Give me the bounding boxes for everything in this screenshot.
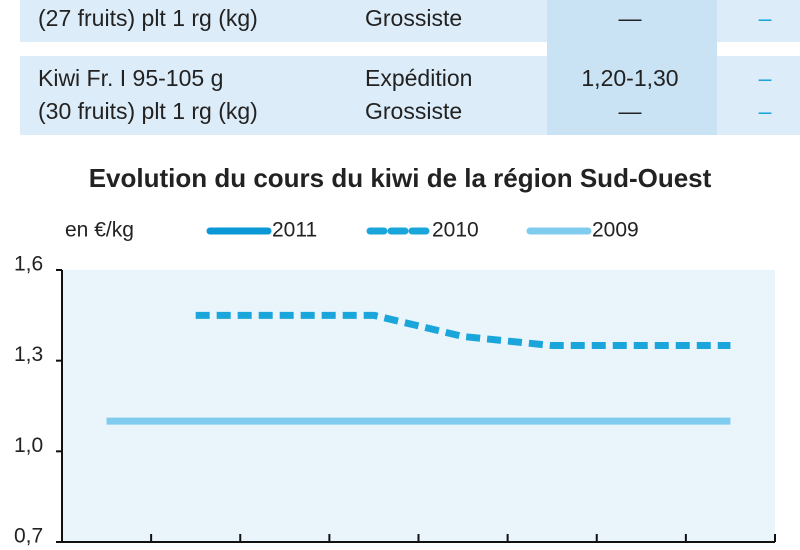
table-cell: Grossiste	[365, 5, 462, 31]
y-tick-label: 1,6	[14, 253, 43, 276]
plot-area	[62, 270, 775, 542]
y-tick-label: 1,3	[14, 343, 43, 366]
y-tick-label: 0,7	[14, 525, 43, 548]
table-cell: –	[759, 5, 772, 31]
table-cell: –	[759, 98, 772, 124]
chart-title: Evolution du cours du kiwi de la région …	[89, 163, 712, 193]
legend-label: 2009	[592, 219, 639, 242]
series-line	[195, 311, 731, 350]
table-cell: Expédition	[365, 65, 472, 91]
legend-label: 2010	[432, 219, 479, 242]
table-cell: 1,20-1,30	[581, 65, 678, 91]
table-cell: —	[619, 5, 642, 31]
legend-label: 2011	[272, 219, 317, 242]
y-axis-label: en €/kg	[65, 219, 134, 242]
y-tick-label: 1,0	[14, 434, 43, 457]
table-cell: (27 fruits) plt 1 rg (kg)	[38, 5, 258, 31]
table-cell: Kiwi Fr. I 95-105 g	[38, 65, 223, 91]
table-cell: –	[759, 65, 772, 91]
table-cell: (30 fruits) plt 1 rg (kg)	[38, 98, 258, 124]
table-cell: Grossiste	[365, 98, 462, 124]
table-cell: —	[619, 98, 642, 124]
price-column	[547, 0, 717, 135]
